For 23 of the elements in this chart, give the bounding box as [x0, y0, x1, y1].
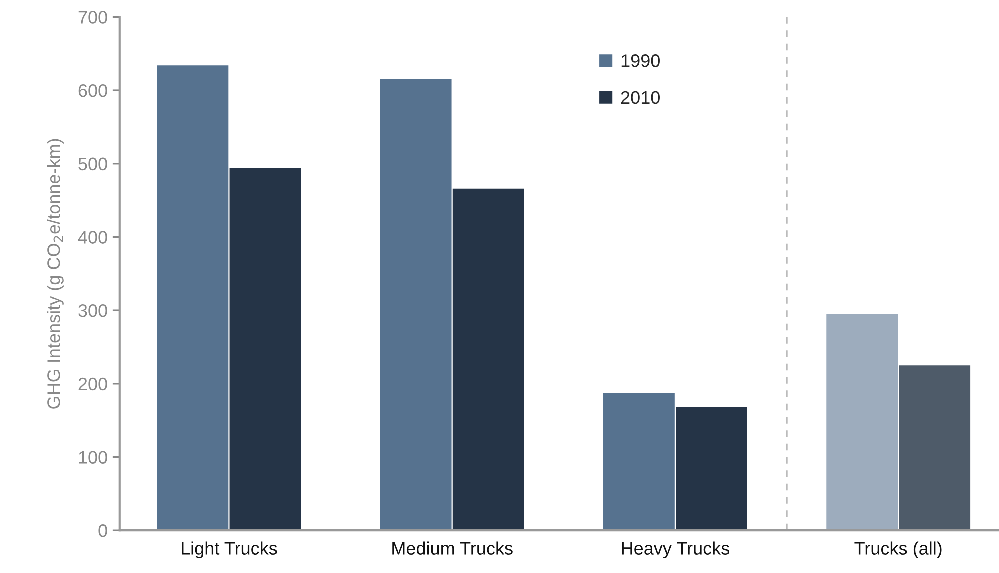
x-tick-label: Trucks (all): [854, 542, 942, 559]
bar: [230, 168, 302, 531]
x-tick-label: Heavy Trucks: [622, 542, 730, 559]
bar: [604, 393, 675, 531]
y-tick-label: 600: [78, 84, 108, 98]
legend-label: 1990: [622, 54, 660, 68]
y-tick-label: 700: [78, 11, 108, 24]
bar: [899, 366, 971, 531]
bar: [826, 314, 898, 531]
y-axis-title: GHG Intensity (g CO$_{2}$e/tonne-km): [47, 139, 64, 409]
bar: [380, 80, 452, 531]
x-tick-label: Light Trucks: [182, 542, 278, 559]
legend-label: 2010: [621, 91, 660, 104]
y-tick-label: 0: [98, 524, 108, 538]
y-tick-label: 400: [78, 231, 108, 244]
x-tick-label: Medium Trucks: [392, 542, 513, 555]
bar: [452, 188, 524, 531]
bar: [157, 66, 229, 531]
y-tick-label: 300: [78, 304, 108, 318]
y-tick-label: 200: [78, 378, 108, 391]
y-tick-label: 500: [78, 158, 108, 171]
bar: [676, 407, 748, 531]
y-tick-label: 100: [79, 451, 108, 464]
